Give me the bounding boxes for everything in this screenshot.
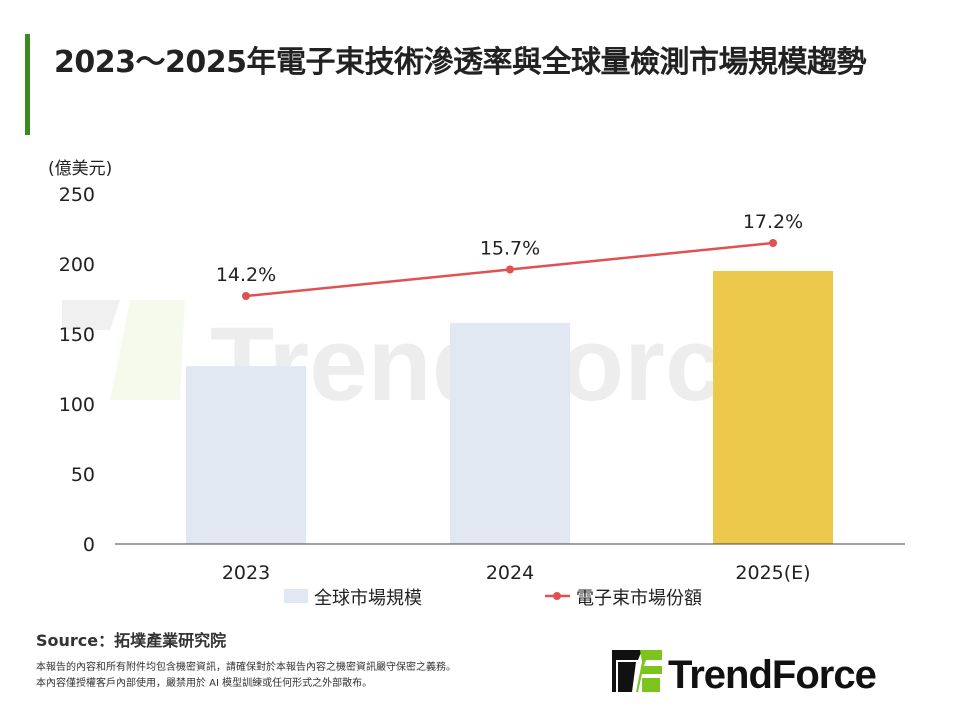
data-label: 14.2%: [216, 264, 276, 286]
line-point: [242, 292, 250, 300]
legend-line-label: 電子束市場份額: [576, 588, 702, 609]
y-axis-label: (億美元): [48, 159, 112, 179]
x-tick-label: 2025(E): [735, 562, 810, 584]
y-tick-label: 0: [83, 534, 95, 556]
trendforce-logo: TrendForce: [612, 650, 877, 694]
legend-bar-swatch: [284, 589, 308, 603]
source-text: Source：拓墣產業研究院: [36, 631, 227, 650]
y-tick-label: 50: [71, 464, 95, 486]
line-point: [506, 265, 514, 274]
y-tick-label: 250: [59, 184, 95, 206]
chart-title: 2023～2025年電子束技術滲透率與全球量檢測市場規模趨勢: [54, 45, 867, 80]
y-tick-label: 100: [59, 394, 95, 416]
bar-2025(E): [713, 271, 833, 544]
bar-2023: [186, 366, 306, 544]
svg-text:TrendForce: TrendForce: [668, 653, 876, 694]
x-tick-label: 2023: [222, 562, 270, 584]
title-accent-bar: [25, 34, 30, 135]
disclaimer-line-1: 本報告的內容和所有附件均包含機密資訊，請確保對於本報告內容之機密資訊嚴守保密之義…: [36, 662, 456, 673]
watermark-logo-shape: [110, 300, 185, 400]
chart-svg: TrendForce(億美元)0501001502002502023202420…: [48, 159, 905, 609]
watermark-logo-shape: [62, 300, 120, 330]
legend-bar-label: 全球市場規模: [314, 588, 422, 609]
y-tick-label: 150: [59, 324, 95, 346]
data-label: 15.7%: [480, 238, 540, 260]
line-point: [769, 239, 777, 247]
disclaimer-line-2: 本內容僅授權客戶內部使用，嚴禁用於 AI 模型訓練或任何形式之外部散布。: [36, 678, 373, 689]
y-tick-label: 200: [59, 254, 95, 276]
data-label: 17.2%: [743, 211, 803, 233]
x-tick-label: 2024: [486, 562, 534, 584]
bar-2024: [450, 322, 570, 544]
legend-line-marker: [553, 592, 561, 600]
